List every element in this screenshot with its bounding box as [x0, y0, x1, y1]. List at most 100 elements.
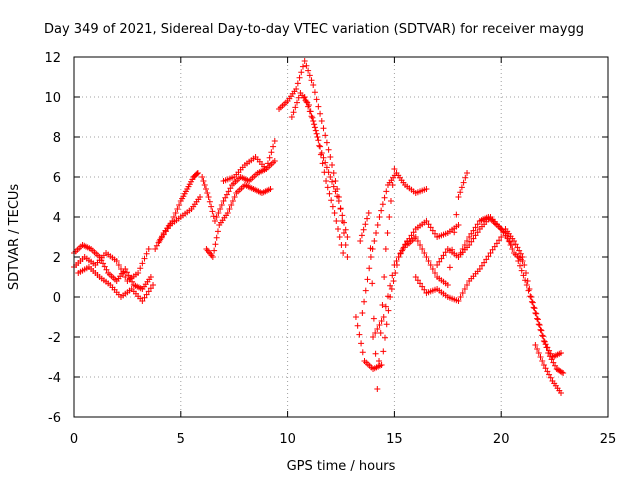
- data-point: [431, 270, 438, 276]
- data-point: [423, 186, 430, 192]
- data-point: [496, 237, 503, 244]
- x-tick-label: 5: [177, 432, 185, 447]
- data-point: [459, 290, 466, 296]
- data-point: [340, 230, 347, 236]
- data-point: [308, 113, 315, 120]
- data-point: [365, 210, 372, 216]
- data-point: [527, 293, 534, 300]
- data-point: [270, 143, 277, 150]
- y-tick-label: 4: [53, 211, 61, 226]
- data-point: [423, 218, 430, 224]
- data-point: [485, 253, 492, 260]
- data-point: [468, 230, 475, 237]
- data-point: [327, 174, 334, 180]
- data-point: [429, 266, 436, 272]
- data-point: [197, 194, 204, 200]
- data-point: [390, 278, 397, 284]
- data-point: [288, 114, 295, 120]
- data-point: [379, 302, 386, 308]
- plot-frame: [73, 56, 609, 418]
- data-point: [453, 211, 460, 218]
- data-point: [419, 283, 426, 290]
- data-point: [560, 370, 567, 376]
- data-point: [342, 226, 349, 233]
- data-point: [318, 150, 325, 156]
- data-point: [305, 103, 312, 110]
- series-track-r: [434, 214, 515, 268]
- data-point: [120, 270, 127, 276]
- data-point: [337, 205, 344, 212]
- data-point: [423, 254, 430, 260]
- data-point: [504, 234, 511, 240]
- data-point: [329, 162, 336, 168]
- x-tick-label: 20: [493, 432, 510, 447]
- data-point: [377, 330, 384, 336]
- data-point: [311, 89, 318, 96]
- data-point: [455, 194, 462, 200]
- data-point: [427, 224, 434, 231]
- data-point: [419, 246, 426, 252]
- data-point: [208, 203, 215, 210]
- data-point: [466, 234, 473, 240]
- data-point: [328, 197, 335, 204]
- y-tick-label: 2: [53, 251, 61, 266]
- data-point: [312, 127, 319, 134]
- data-point: [431, 230, 438, 237]
- data-point: [412, 274, 419, 280]
- data-point: [461, 286, 468, 292]
- data-point: [268, 149, 275, 156]
- data-point: [139, 298, 146, 304]
- data-point: [487, 250, 494, 256]
- x-axis-label: GPS time / hours: [287, 459, 396, 474]
- data-point: [366, 265, 373, 272]
- series-track-g: [203, 182, 274, 260]
- data-point: [330, 170, 337, 176]
- data-point: [421, 250, 428, 256]
- data-point: [378, 207, 385, 214]
- data-point: [540, 333, 547, 340]
- data-points: [71, 58, 567, 396]
- data-point: [311, 121, 318, 128]
- data-point: [305, 67, 312, 74]
- data-point: [373, 230, 380, 236]
- data-point: [204, 190, 211, 196]
- data-point: [335, 226, 342, 232]
- data-point: [521, 262, 528, 268]
- data-point: [464, 170, 471, 176]
- data-point: [427, 262, 434, 268]
- data-point: [384, 230, 391, 236]
- data-point: [317, 143, 324, 150]
- data-point: [455, 222, 462, 228]
- data-point: [531, 305, 538, 312]
- data-point: [209, 208, 216, 215]
- data-point: [367, 254, 374, 260]
- data-point: [318, 118, 325, 124]
- data-point: [534, 316, 541, 323]
- data-point: [292, 104, 299, 111]
- data-point: [336, 234, 343, 240]
- data-point: [223, 191, 230, 198]
- data-point: [357, 238, 364, 244]
- data-point: [369, 280, 376, 287]
- data-point: [558, 350, 565, 356]
- data-point: [547, 350, 554, 357]
- data-point: [514, 244, 521, 251]
- data-point: [271, 138, 278, 144]
- data-point: [391, 166, 398, 172]
- data-point: [356, 331, 363, 338]
- data-point: [338, 242, 345, 248]
- chart-title: Day 349 of 2021, Sidereal Day-to-day VTE…: [44, 22, 584, 37]
- data-point: [325, 169, 332, 176]
- data-point: [451, 229, 458, 236]
- data-point: [308, 77, 315, 84]
- data-point: [359, 310, 366, 316]
- data-point: [542, 341, 549, 348]
- data-point: [298, 69, 305, 76]
- data-point: [220, 198, 227, 204]
- data-point: [525, 287, 532, 294]
- data-point: [228, 202, 235, 208]
- data-point: [225, 188, 232, 195]
- data-point: [331, 210, 338, 216]
- data-point: [147, 285, 154, 292]
- data-point: [369, 246, 376, 252]
